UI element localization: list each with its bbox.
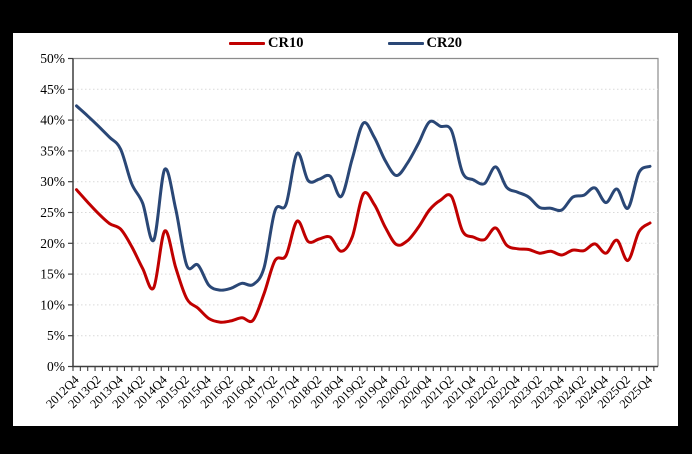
line-chart: 0%5%10%15%20%25%30%35%40%45%50%2012Q4201… (40, 51, 659, 411)
plot-border (73, 57, 659, 367)
cr10-line-swatch (229, 41, 266, 45)
y-tick-label: 5% (47, 328, 65, 343)
y-tick-label: 40% (40, 113, 65, 128)
y-tick-label: 25% (40, 205, 65, 220)
legend-item-cr10: CR10 (229, 35, 304, 51)
y-tick-label: 45% (40, 82, 65, 97)
chart-legend: CR10 CR20 (13, 36, 678, 51)
cr20-line-swatch (387, 41, 424, 45)
legend-item-cr20: CR20 (387, 35, 462, 51)
y-tick-label: 10% (40, 297, 65, 312)
legend-label-cr20: CR20 (426, 35, 462, 51)
y-tick-label: 15% (40, 267, 65, 282)
chart-panel: CR10 CR20 0% 5% 10% 15% 20% 25% 30% 35% 40% 45% 50… (13, 33, 678, 426)
y-tick-label: 20% (40, 236, 65, 251)
y-tick-label: 30% (40, 174, 65, 189)
cr20-line (75, 104, 652, 292)
legend-label-cr10: CR10 (268, 35, 304, 51)
y-tick-label: 35% (40, 143, 65, 158)
y-tick-label: 50% (40, 51, 65, 66)
cr10-line (75, 188, 652, 324)
y-tick-label: 0% (47, 359, 65, 374)
